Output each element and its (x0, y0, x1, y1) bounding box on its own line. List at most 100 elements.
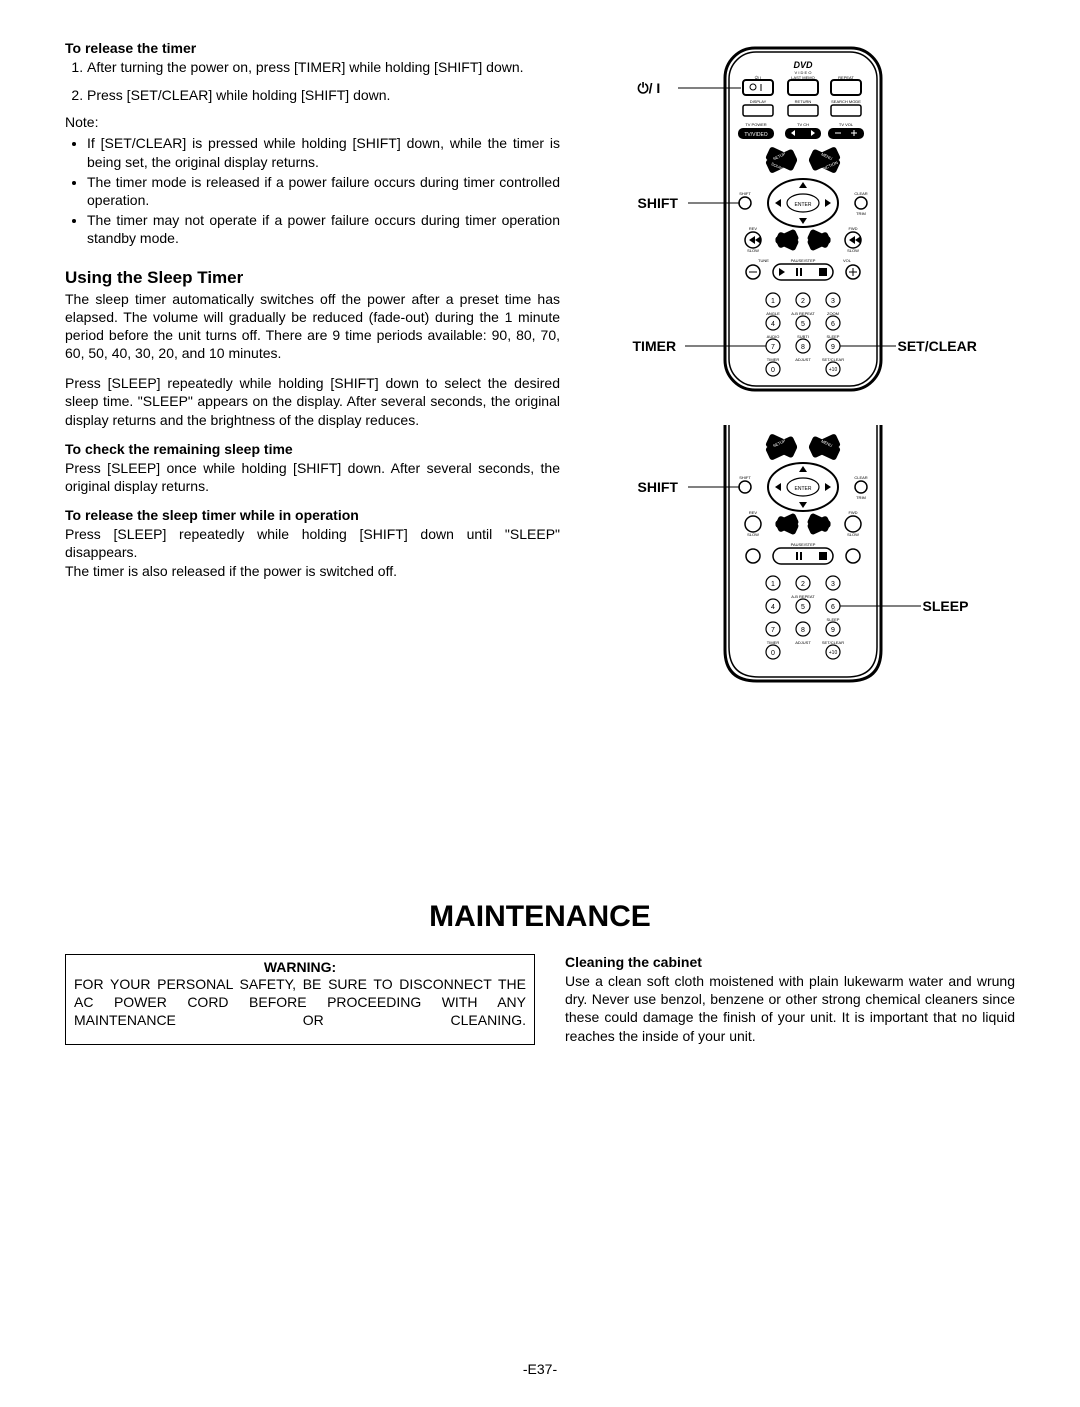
svg-text:TV CH: TV CH (797, 122, 809, 127)
note-list: If [SET/CLEAR] is pressed while holding … (65, 134, 560, 247)
sleep-timer-title: Using the Sleep Timer (65, 268, 560, 288)
cleaning-text: Use a clean soft cloth moistened with pl… (565, 972, 1015, 1045)
svg-text:SLOW: SLOW (747, 248, 759, 253)
release-sleep-text2: The timer is also released if the power … (65, 562, 560, 580)
svg-text:SET/CLEAR: SET/CLEAR (821, 357, 843, 362)
list-item: The timer may not operate if a power fai… (87, 211, 560, 247)
svg-text:LAST MEMO: LAST MEMO (791, 75, 815, 80)
svg-text:REV: REV (748, 226, 757, 231)
sleep-timer-intro: The sleep timer automatically switches o… (65, 290, 560, 363)
numpad: 1 2 3 ANGLE A-B REPEAT ZOOM 4 5 6 AUDIO … (766, 293, 844, 376)
svg-text:DISPLAY: DISPLAY (749, 99, 766, 104)
svg-text:REV: REV (748, 510, 757, 515)
svg-text:SLOW: SLOW (847, 248, 859, 253)
svg-text:3: 3 (831, 581, 835, 588)
svg-text:SLOW: SLOW (847, 532, 859, 537)
list-item: Press [SET/CLEAR] while holding [SHIFT] … (87, 86, 560, 104)
svg-text:ADJUST: ADJUST (795, 357, 811, 362)
svg-text:TV/VIDEO: TV/VIDEO (744, 132, 767, 138)
left-column: To release the timer After turning the p… (65, 40, 560, 720)
release-sleep-heading: To release the sleep timer while in oper… (65, 507, 560, 523)
svg-text:FWD: FWD (848, 226, 857, 231)
svg-text:TRIM: TRIM (856, 495, 866, 500)
svg-text:1: 1 (771, 581, 775, 588)
svg-text:+10: +10 (828, 650, 837, 656)
right-column: DVD V I D E O ⏻/ I LAST MEMO REPEAT DISP… (590, 40, 1015, 720)
svg-text:ENTER: ENTER (794, 486, 811, 492)
svg-text:TUNE: TUNE (758, 258, 769, 263)
svg-text:DVD: DVD (793, 60, 813, 70)
svg-text:2: 2 (801, 298, 805, 305)
maintenance-row: WARNING: FOR YOUR PERSONAL SAFETY, BE SU… (65, 954, 1015, 1045)
svg-text:5: 5 (801, 604, 805, 611)
svg-text:7: 7 (771, 344, 775, 351)
svg-text:6: 6 (831, 321, 835, 328)
svg-text:5: 5 (801, 321, 805, 328)
svg-text:0: 0 (771, 367, 775, 374)
svg-text:ENTER: ENTER (794, 202, 811, 208)
label-shift: SHIFT (638, 195, 678, 211)
svg-text:SET/CLEAR: SET/CLEAR (821, 640, 843, 645)
svg-text:TIMER: TIMER (766, 357, 779, 362)
label-power: ⏻/ I (638, 80, 661, 97)
svg-text:CLEAR: CLEAR (854, 475, 867, 480)
warning-label: WARNING: (74, 959, 526, 975)
note-label: Note: (65, 114, 560, 130)
warning-text: FOR YOUR PERSONAL SAFETY, BE SURE TO DIS… (74, 975, 526, 1030)
svg-text:SLEEP: SLEEP (826, 617, 839, 622)
release-timer-heading: To release the timer (65, 40, 560, 56)
svg-text:PAUSE/STEP: PAUSE/STEP (790, 258, 815, 263)
svg-text:A-B REPEAT: A-B REPEAT (791, 594, 815, 599)
svg-text:SUBTI: SUBTI (797, 334, 809, 339)
svg-text:9: 9 (831, 344, 835, 351)
cleaning-heading: Cleaning the cabinet (565, 954, 1015, 970)
svg-text:SEARCH MODE: SEARCH MODE (831, 99, 861, 104)
svg-text:TIMER: TIMER (766, 640, 779, 645)
page-number: -E37- (523, 1361, 557, 1377)
svg-text:TRIM: TRIM (856, 211, 866, 216)
svg-text:ZOOM: ZOOM (827, 311, 839, 316)
list-item: The timer mode is released if a power fa… (87, 173, 560, 209)
warning-box: WARNING: FOR YOUR PERSONAL SAFETY, BE SU… (65, 954, 535, 1045)
svg-text:FWD: FWD (848, 510, 857, 515)
svg-text:7: 7 (771, 627, 775, 634)
svg-text:2: 2 (801, 581, 805, 588)
svg-text:CLEAR: CLEAR (854, 191, 867, 196)
label-timer: TIMER (633, 338, 677, 354)
remote-svg-2: SETUP MENU SHIFT CLEAR TRIM ENTER REVSLO… (623, 425, 983, 690)
svg-text:+10: +10 (828, 367, 837, 373)
label-sleep: SLEEP (923, 598, 969, 614)
svg-text:VOL: VOL (843, 258, 852, 263)
remote-diagram-1: DVD V I D E O ⏻/ I LAST MEMO REPEAT DISP… (623, 40, 983, 395)
svg-text:RETURN: RETURN (794, 99, 811, 104)
svg-text:SHIFT: SHIFT (739, 191, 751, 196)
check-text: Press [SLEEP] once while holding [SHIFT]… (65, 459, 560, 495)
svg-text:AUDIO: AUDIO (766, 334, 779, 339)
svg-text:ANGLE: ANGLE (766, 311, 780, 316)
svg-text:3: 3 (831, 298, 835, 305)
list-item: If [SET/CLEAR] is pressed while holding … (87, 134, 560, 170)
svg-text:TV POWER: TV POWER (745, 122, 766, 127)
svg-text:9: 9 (831, 627, 835, 634)
check-heading: To check the remaining sleep time (65, 441, 560, 457)
list-item: After turning the power on, press [TIMER… (87, 58, 560, 76)
svg-text:SHIFT: SHIFT (739, 475, 751, 480)
sleep-timer-para2: Press [SLEEP] repeatedly while holding [… (65, 374, 560, 429)
remote-diagram-2: SETUP MENU SHIFT CLEAR TRIM ENTER REVSLO… (623, 425, 983, 690)
svg-text:A-B REPEAT: A-B REPEAT (791, 311, 815, 316)
maintenance-title: MAINTENANCE (65, 900, 1015, 934)
svg-text:4: 4 (771, 321, 775, 328)
label-setclear: SET/CLEAR (898, 338, 977, 354)
label-shift-2: SHIFT (638, 479, 678, 495)
svg-text:ADJUST: ADJUST (795, 640, 811, 645)
svg-text:⏻/ I: ⏻/ I (754, 75, 761, 80)
cleaning-column: Cleaning the cabinet Use a clean soft cl… (565, 954, 1015, 1045)
svg-text:TV VOL: TV VOL (838, 122, 853, 127)
svg-text:SLEEP: SLEEP (826, 334, 839, 339)
release-sleep-text: Press [SLEEP] repeatedly while holding [… (65, 525, 560, 561)
svg-text:8: 8 (801, 627, 805, 634)
svg-text:REPEAT: REPEAT (838, 75, 854, 80)
svg-text:0: 0 (771, 650, 775, 657)
svg-text:8: 8 (801, 344, 805, 351)
svg-text:1: 1 (771, 298, 775, 305)
